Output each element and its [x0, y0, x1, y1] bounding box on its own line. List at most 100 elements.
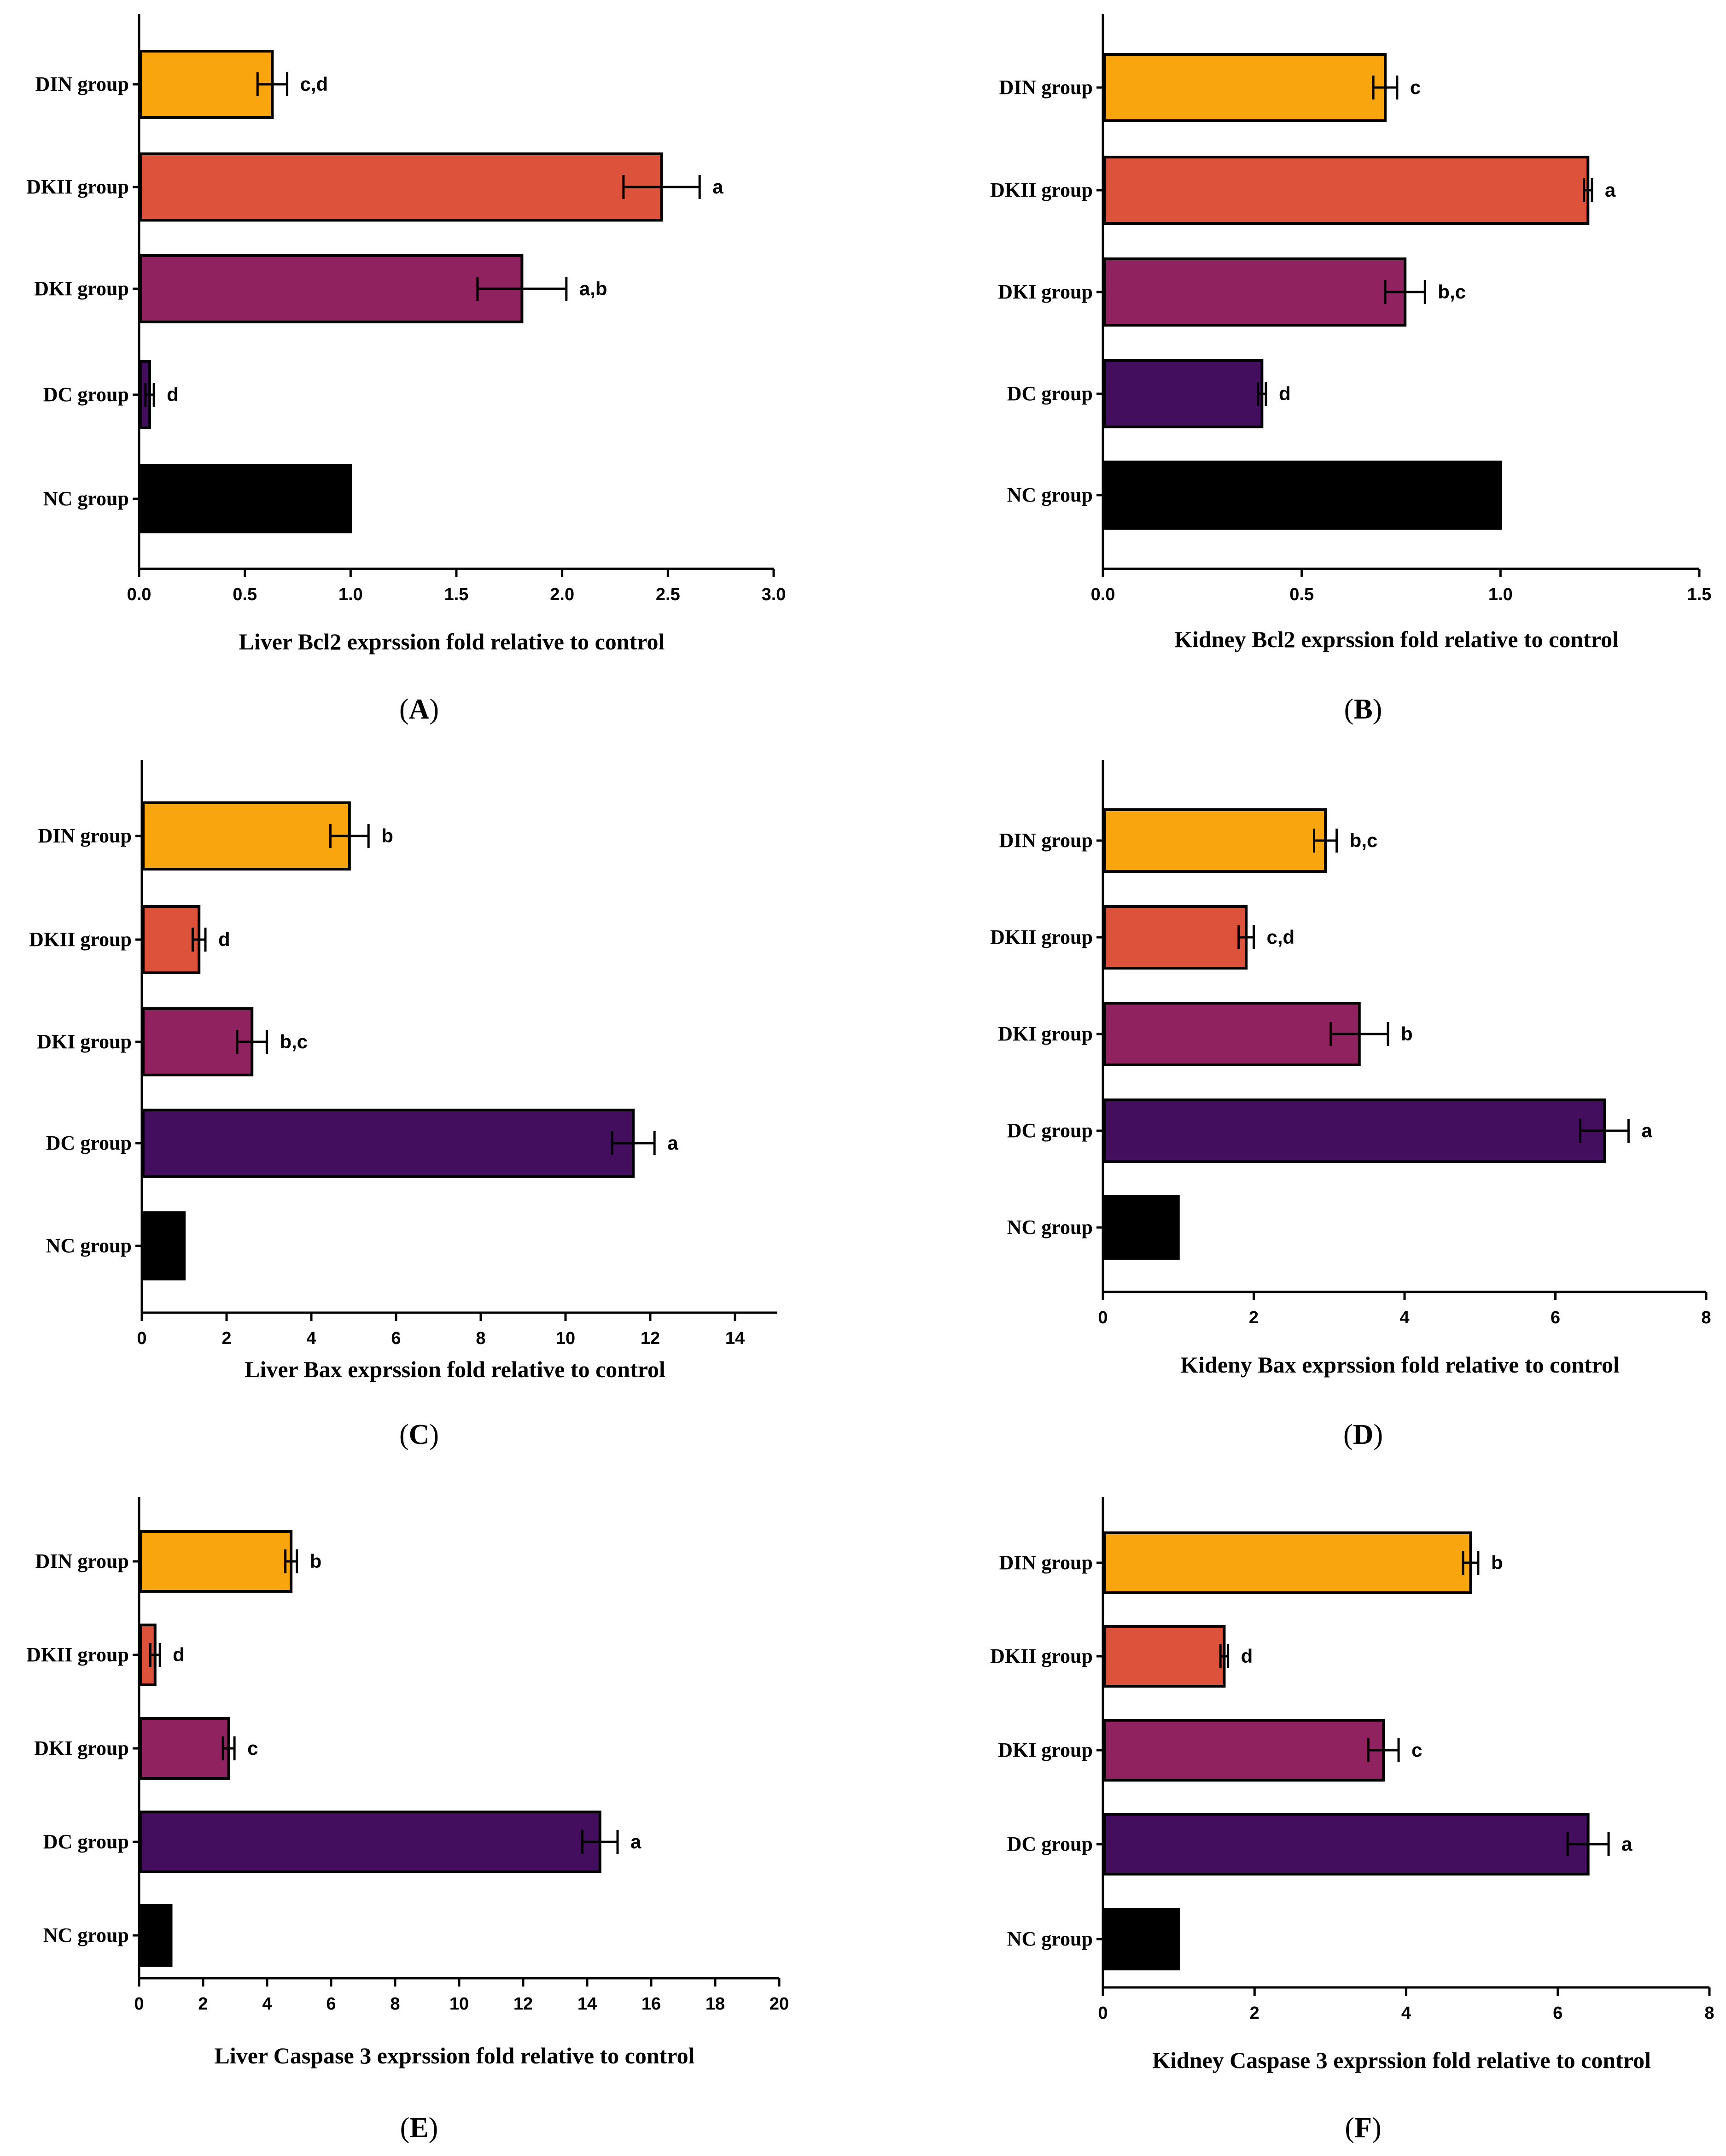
- x-tick-label: 14: [725, 1329, 745, 1348]
- panel-label-letter: C: [409, 1419, 430, 1450]
- category-label: DIN group: [38, 824, 132, 847]
- significance-label: a,b: [579, 278, 607, 299]
- category-label: DC group: [46, 1132, 132, 1154]
- panel-label-open-paren: (: [1345, 2112, 1354, 2144]
- category-label: DKII group: [990, 926, 1093, 948]
- category-label: DKI group: [998, 1022, 1093, 1045]
- panel-d: b,c DIN group c,d DKII group b DKI group a DC g…: [990, 760, 1711, 1450]
- category-label: DC group: [43, 383, 129, 406]
- x-tick-label: 12: [641, 1329, 660, 1348]
- x-axis-label: Liver Caspase 3 exprssion fold relative …: [215, 2043, 695, 2068]
- bar-dkii-group: [139, 152, 663, 222]
- category-label: DIN group: [999, 1551, 1093, 1574]
- panel-e: b DIN group d DKII group c DKI group a DC group…: [26, 1497, 789, 2144]
- x-tick-label: 0.5: [233, 585, 257, 604]
- x-tick-label: 1.5: [444, 585, 469, 604]
- significance-label: b,c: [1438, 281, 1466, 303]
- panel-label-close-paren: ): [1372, 2112, 1382, 2144]
- x-tick-label: 12: [513, 1994, 533, 2014]
- category-label: DKII group: [990, 1645, 1093, 1667]
- bar-dki-group: [139, 254, 524, 323]
- bar-nc-group: [142, 1211, 186, 1280]
- panel-label-open-paren: (: [400, 2112, 410, 2144]
- panel-label-open-paren: (: [1343, 1419, 1353, 1450]
- bar-dki-group: [142, 1007, 254, 1076]
- panel-a: c,d DIN group a DKII group a,b DKI group d DC g…: [26, 14, 786, 725]
- significance-label: d: [173, 1644, 185, 1665]
- bar-din-group: [139, 50, 274, 119]
- x-axis-label: Liver Bcl2 exprssion fold relative to co…: [239, 629, 665, 654]
- x-tick-label: 6: [326, 1994, 336, 2014]
- bar-dc-group: [1103, 1098, 1606, 1163]
- panel-c: b DIN group d DKII group b,c DKI group a DC gro…: [29, 760, 777, 1450]
- x-tick-label: 2: [1249, 1308, 1259, 1327]
- panel-label: (E): [400, 2112, 438, 2144]
- significance-label: c,d: [300, 73, 328, 95]
- bar-dc-group: [1103, 1813, 1590, 1876]
- x-tick-label: 2: [1250, 2004, 1260, 2023]
- bar-dc-group: [139, 1811, 601, 1873]
- panel-label: (F): [1345, 2112, 1381, 2144]
- significance-label: d: [1241, 1645, 1253, 1667]
- significance-label: c,d: [1267, 926, 1295, 948]
- category-label: DKII group: [990, 179, 1093, 201]
- panel-label-close-paren: ): [429, 2112, 438, 2144]
- panel-label-letter: D: [1353, 1419, 1374, 1450]
- bar-dki-group: [1103, 257, 1407, 327]
- category-label: DIN group: [999, 76, 1093, 99]
- category-label: NC group: [1007, 484, 1093, 506]
- category-label: DKII group: [26, 1643, 129, 1666]
- x-tick-label: 8: [390, 1994, 400, 2014]
- bar-nc-group: [1103, 1908, 1180, 1970]
- x-tick-label: 10: [556, 1329, 575, 1348]
- x-tick-label: 4: [306, 1329, 316, 1348]
- x-tick-label: 4: [1399, 1308, 1409, 1327]
- x-tick-label: 3.0: [762, 585, 786, 604]
- x-tick-label: 1.5: [1687, 585, 1712, 604]
- x-tick-label: 0: [1098, 2004, 1108, 2023]
- category-label: DIN group: [35, 73, 129, 95]
- significance-label: d: [218, 929, 230, 950]
- significance-label: b: [1491, 1552, 1503, 1573]
- x-tick-label: 2: [222, 1329, 231, 1348]
- category-label: DC group: [1007, 1833, 1093, 1855]
- bar-dkii-group: [1103, 1625, 1226, 1688]
- panel-label-close-paren: ): [1373, 694, 1382, 725]
- x-tick-label: 2: [198, 1994, 208, 2014]
- x-tick-label: 18: [706, 1994, 725, 2014]
- panel-label-open-paren: (: [399, 694, 409, 725]
- category-label: DKI group: [37, 1030, 132, 1053]
- x-tick-label: 16: [641, 1994, 661, 2014]
- panel-label: (C): [399, 1419, 439, 1450]
- significance-label: a: [667, 1132, 678, 1154]
- bar-nc-group: [1103, 461, 1502, 530]
- x-axis-label: Kidney Bcl2 exprssion fold relative to c…: [1174, 626, 1619, 652]
- bar-dc-group: [1103, 359, 1264, 428]
- panel-label-close-paren: ): [1373, 1419, 1383, 1450]
- x-tick-label: 8: [476, 1329, 485, 1348]
- panel-f: b DIN group d DKII group c DKI group a DC group…: [990, 1497, 1714, 2144]
- panel-label: (D): [1343, 1419, 1383, 1450]
- category-label: DIN group: [35, 1550, 129, 1572]
- category-label: NC group: [1007, 1216, 1093, 1239]
- panel-label-letter: E: [409, 2112, 428, 2144]
- bar-din-group: [139, 1530, 293, 1593]
- x-tick-label: 0: [1098, 1308, 1108, 1327]
- significance-label: a: [1641, 1120, 1652, 1141]
- bar-nc-group: [139, 464, 352, 533]
- category-label: DC group: [1007, 382, 1093, 405]
- x-tick-label: 0.0: [1091, 585, 1115, 604]
- significance-label: d: [1279, 383, 1291, 404]
- bar-din-group: [1103, 1531, 1472, 1594]
- bar-nc-group: [139, 1904, 173, 1967]
- panel-label-letter: B: [1353, 694, 1372, 725]
- category-label: NC group: [46, 1234, 132, 1257]
- x-tick-label: 0: [134, 1994, 144, 2014]
- category-label: DKI group: [998, 1739, 1093, 1761]
- x-tick-label: 8: [1701, 1308, 1711, 1327]
- bar-nc-group: [1103, 1195, 1180, 1260]
- category-label: DC group: [43, 1830, 129, 1853]
- x-tick-label: 0.5: [1289, 585, 1314, 604]
- significance-label: c: [247, 1737, 258, 1759]
